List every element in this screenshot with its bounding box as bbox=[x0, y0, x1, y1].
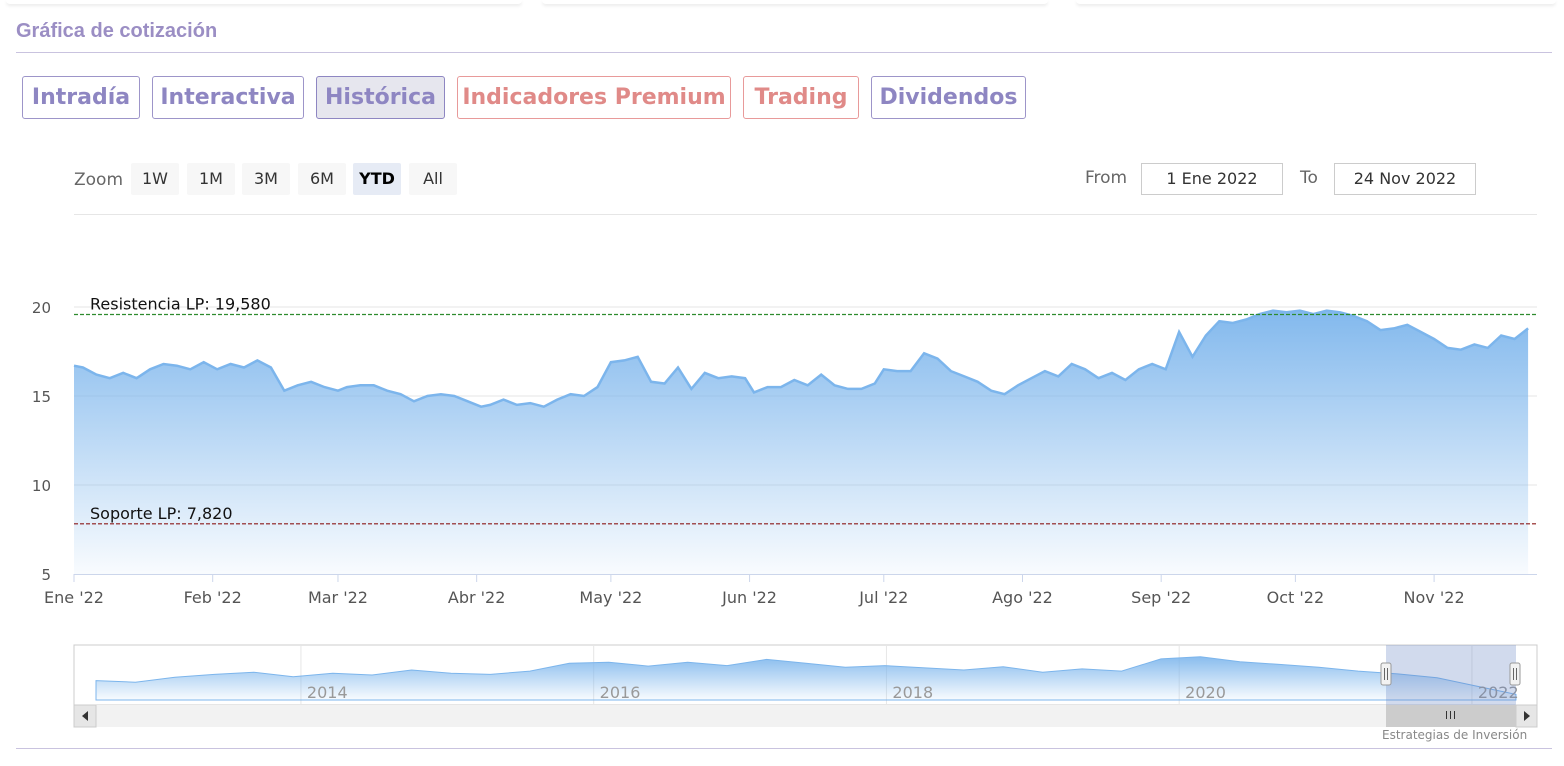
x-tick-label: Sep '22 bbox=[1131, 588, 1191, 607]
navigator-left-handle[interactable] bbox=[1380, 662, 1392, 686]
x-tick-label: Jun '22 bbox=[721, 588, 777, 607]
navigator-selection[interactable] bbox=[1386, 645, 1516, 705]
support-resistance-lines: Resistencia LP: 19,580 Soporte LP: 7,820 bbox=[74, 294, 1537, 525]
navigator-year-label: 2014 bbox=[307, 683, 348, 702]
navigator-area bbox=[95, 656, 1517, 701]
from-label: From bbox=[1085, 168, 1128, 188]
section-title: Gráfica de cotización bbox=[16, 20, 218, 42]
scrollbar-right-button[interactable] bbox=[1515, 704, 1538, 728]
to-date-input[interactable]: 24 Nov 2022 bbox=[1334, 163, 1476, 195]
zoom-6m-button[interactable]: 6M bbox=[298, 163, 346, 195]
scrollbar-left-button[interactable] bbox=[73, 704, 97, 728]
chart-credits[interactable]: Estrategias de Inversión bbox=[1382, 728, 1528, 742]
x-tick-label: Abr '22 bbox=[448, 588, 506, 607]
tab-dividendos[interactable]: Dividendos bbox=[871, 76, 1026, 119]
top-card-shadows bbox=[0, 0, 1564, 6]
y-tick-label: 15 bbox=[32, 388, 51, 406]
x-axis-ticks: Ene '22 Feb '22 Mar '22 Abr '22 May '22 Jun '… bbox=[44, 574, 1465, 607]
navigator-year-label: 2018 bbox=[892, 683, 933, 702]
y-tick-label: 5 bbox=[41, 566, 51, 584]
y-tick-label: 10 bbox=[32, 477, 51, 495]
navigator-right-handle[interactable] bbox=[1509, 662, 1521, 686]
to-label: To bbox=[1300, 168, 1318, 188]
x-tick-label: Mar '22 bbox=[308, 588, 368, 607]
title-divider bbox=[16, 52, 1552, 53]
y-axis-labels: 5 10 15 20 bbox=[32, 299, 51, 584]
navigator[interactable]: 2014 2016 2018 2020 2022 bbox=[73, 644, 1538, 706]
tab-intradia[interactable]: Intradía bbox=[22, 76, 140, 119]
zoom-ytd-button[interactable]: YTD bbox=[353, 163, 401, 195]
tab-interactiva[interactable]: Interactiva bbox=[152, 76, 304, 119]
x-tick-label: Jul '22 bbox=[858, 588, 908, 607]
y-tick-label: 20 bbox=[32, 299, 51, 317]
navigator-year-label: 2020 bbox=[1185, 683, 1226, 702]
zoom-label: Zoom bbox=[74, 170, 124, 190]
zoom-1w-button[interactable]: 1W bbox=[131, 163, 179, 195]
zoom-3m-button[interactable]: 3M bbox=[242, 163, 290, 195]
scroll-right-arrow-icon bbox=[1524, 711, 1530, 721]
scrollbar-grip-icon bbox=[1446, 711, 1455, 719]
scrollbar-thumb[interactable] bbox=[1386, 705, 1516, 727]
zoom-1m-button[interactable]: 1M bbox=[187, 163, 235, 195]
y-grid bbox=[74, 306, 1537, 486]
scrollbar[interactable] bbox=[73, 704, 1538, 728]
navigator-year-label: 2016 bbox=[600, 683, 641, 702]
range-selector-divider bbox=[74, 214, 1537, 215]
x-tick-label: Feb '22 bbox=[184, 588, 242, 607]
bottom-divider bbox=[16, 748, 1552, 749]
x-tick-label: Ene '22 bbox=[44, 588, 104, 607]
price-line bbox=[73, 309, 1529, 409]
navigator-year-label: 2022 bbox=[1478, 683, 1519, 702]
tab-indicadores-premium[interactable]: Indicadores Premium bbox=[457, 76, 731, 119]
x-tick-label: Nov '22 bbox=[1404, 588, 1465, 607]
x-tick-label: Ago '22 bbox=[992, 588, 1053, 607]
x-tick-label: Oct '22 bbox=[1267, 588, 1325, 607]
zoom-all-button[interactable]: All bbox=[409, 163, 457, 195]
price-area bbox=[74, 310, 1529, 574]
tab-trading[interactable]: Trading bbox=[743, 76, 859, 119]
tab-historica[interactable]: Histórica bbox=[316, 76, 445, 119]
scroll-left-arrow-icon bbox=[82, 711, 88, 721]
annotation-label: Soporte LP: 7,820 bbox=[90, 504, 233, 523]
annotation-label: Resistencia LP: 19,580 bbox=[90, 294, 271, 313]
from-date-input[interactable]: 1 Ene 2022 bbox=[1141, 163, 1283, 195]
x-tick-label: May '22 bbox=[579, 588, 642, 607]
